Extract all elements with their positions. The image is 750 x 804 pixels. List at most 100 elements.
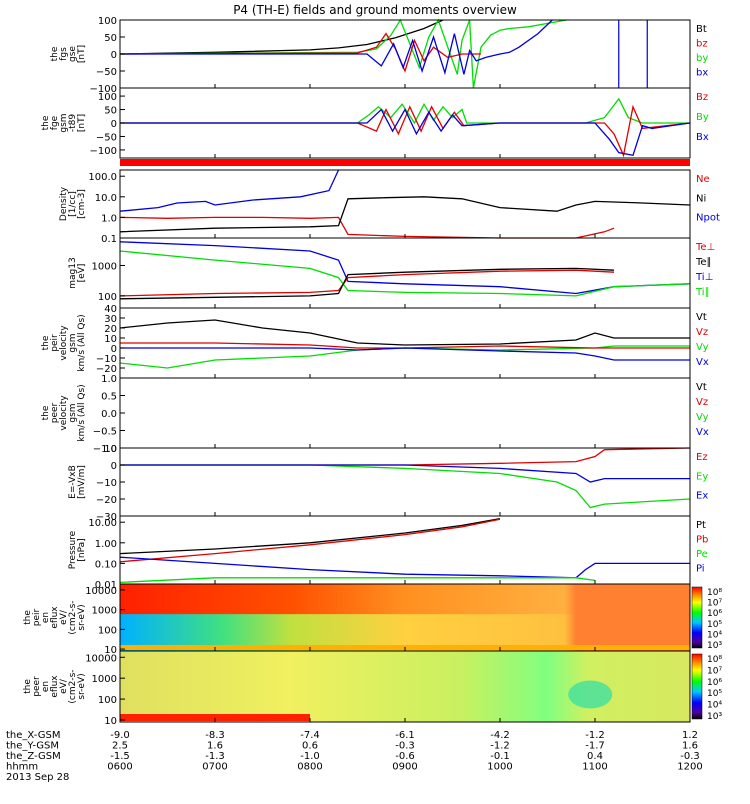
x-axis-table: the_X-GSM -9.0 -8.3 -7.4 -6.1 -4.2 -1.2 1.2the_… (6, 730, 703, 783)
y-tick-label: 10000 (85, 653, 117, 664)
y-axis-label: eV/ (59, 609, 69, 625)
series-blue-line (120, 464, 690, 483)
colorbar-tick-label: 10⁶ (707, 609, 722, 619)
x-axis-value: -0.6 (395, 751, 415, 762)
series-red-line (119, 216, 615, 239)
panel-pressure: Pt Pb Pe Pi 10.00 1.00 0.10 0.01 Pressure [nPa] (68, 515, 708, 591)
series-red-line (119, 518, 501, 563)
colorbar-tick-label: 10⁶ (707, 678, 722, 688)
y-tick-label: 10 (104, 716, 117, 727)
y-axis-label: en (41, 612, 51, 623)
y-tick-label: 0.1 (101, 234, 117, 245)
y-tick-label: 30 (104, 314, 117, 325)
colorbar-tick-label: 10⁸ (707, 655, 722, 665)
x-axis-value: -4.2 (490, 730, 510, 741)
y-axis-label: gsm (68, 333, 78, 352)
colorbar-tick-label: 10⁸ (707, 588, 722, 598)
y-axis-label: velocity (59, 395, 69, 431)
y-axis-label: Density (59, 186, 69, 221)
quality-flag-band (120, 159, 690, 166)
legend-blue: bx (696, 68, 708, 79)
y-tick-label: −0.5 (93, 427, 117, 438)
series-green-line (119, 577, 596, 584)
y-tick-label: 0.01 (95, 580, 117, 591)
figure-title: P4 (TH-E) fields and ground moments over… (233, 3, 517, 17)
y-tick-label: 100 (98, 292, 117, 303)
y-axis-label: [cm-3] (77, 189, 87, 219)
colorbar-tick-label: 10⁵ (707, 620, 722, 630)
y-axis-label: Pressure (68, 530, 78, 569)
legend-green: Ti∥ (695, 287, 710, 298)
x-axis-value: 1.6 (207, 741, 223, 752)
panel-peer_velocity: Vt Vz Vy Vx 1.0 0.5 0.0 −0.5 −1.0 the peer velocity… (41, 374, 709, 455)
panel-efield: Ez Ey Ex 10 0 −10 −20 −30 E=-VxB [mV/m] (68, 444, 708, 523)
series-red-line (119, 32, 481, 73)
y-axis-label: (cm2-s- (68, 669, 78, 703)
series-green-line (119, 345, 690, 369)
y-axis-label: km/s (All Qs) (77, 384, 87, 441)
y-tick-label: 10 (104, 645, 117, 656)
y-axis-label: [mV/m] (77, 465, 87, 499)
legend-blue: Vx (696, 427, 709, 438)
series-blue-line (120, 108, 691, 157)
y-axis-label: the (41, 405, 51, 420)
y-axis-label: [nT] (77, 45, 87, 63)
panel-frame (119, 377, 691, 449)
y-tick-label: −10 (96, 478, 117, 489)
colorbar-tick-label: 10⁷ (707, 666, 722, 676)
x-axis-row-label: the_Y-GSM (6, 741, 59, 752)
series-blue-line (119, 169, 340, 212)
legend-red: Vz (696, 397, 708, 408)
legend-blue: Ti⊥ (695, 272, 713, 283)
y-tick-label: 50 (104, 33, 117, 44)
legend-green: Vy (696, 412, 709, 423)
heatmap-low (120, 614, 690, 651)
y-axis-label: gsm (59, 113, 69, 132)
y-tick-label: 100 (98, 92, 117, 103)
x-axis-row-label: the_Z-GSM (6, 751, 61, 762)
x-axis-row-label: hhmm (6, 762, 38, 773)
legend-black: Bt (696, 24, 707, 35)
y-tick-label: 1.00 (95, 539, 117, 550)
y-tick-label: −30 (96, 512, 117, 523)
y-axis-label: peir (32, 608, 42, 626)
y-axis-label: peer (32, 676, 42, 697)
x-axis-value: -8.3 (205, 730, 225, 741)
heatmap-spot (568, 680, 613, 709)
series-blue-line (120, 347, 690, 361)
legend-blue: Ex (696, 491, 708, 502)
legend-blue: Bx (696, 132, 709, 143)
panel-fgm: Bz By Bx 100 50 0 −50 −100 the fge gsm -t89 [nT] (41, 87, 709, 159)
y-axis-label: the (23, 679, 33, 694)
series-green-line (120, 97, 690, 125)
legend-red: bz (696, 39, 708, 50)
y-tick-label: 1000 (92, 261, 117, 272)
legend-black: Ni (696, 193, 706, 204)
y-axis-label: en (41, 681, 51, 692)
y-axis-label: mag13 (68, 257, 78, 288)
panel-temperature: Te⊥ Te∥ Ti⊥ Ti∥ 1000 100 mag13 [eV] (68, 237, 715, 309)
x-axis-value: -1.5 (110, 751, 130, 762)
series-red-line (120, 104, 691, 158)
colorbar-tick-label: 10⁷ (707, 599, 722, 609)
y-axis-label: gsm (68, 403, 78, 422)
y-tick-label: 10.00 (88, 518, 117, 529)
y-tick-label: 0.10 (95, 559, 117, 570)
y-tick-label: −100 (90, 146, 117, 157)
x-axis-value: -7.4 (300, 730, 320, 741)
y-tick-label: −10 (96, 354, 117, 365)
x-axis-value: -9.0 (110, 730, 130, 741)
y-axis-label: gse (68, 46, 78, 62)
panel-fgs: Bt bz by bx 100 50 0 −50 −100 the fgs gse [nT] (50, 16, 708, 95)
x-axis-value: 0900 (392, 762, 417, 773)
y-axis-label: eflux (50, 606, 60, 629)
series-red-line (120, 447, 691, 466)
colorbar-tick-label: 10⁵ (707, 689, 722, 699)
y-tick-label: 40 (104, 304, 117, 315)
x-axis-value: -1.3 (205, 751, 225, 762)
x-axis-value: -1.2 (490, 741, 510, 752)
y-tick-label: 1.0 (101, 213, 117, 224)
x-axis-value: 0.6 (302, 741, 318, 752)
